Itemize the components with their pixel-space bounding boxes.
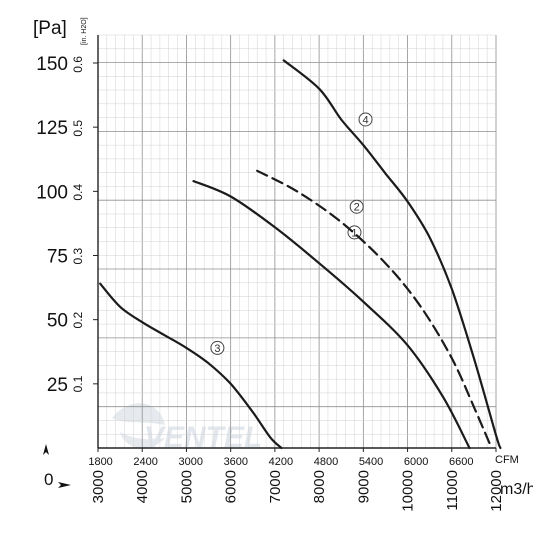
- fan-logo-icon: [112, 403, 165, 425]
- x-tick-label-cfm: 3600: [224, 456, 248, 468]
- x-tick-label-m3h: 10000: [400, 470, 417, 512]
- y-tick-label-inh2o: 0.6: [71, 56, 85, 73]
- chart-axes: [93, 35, 497, 452]
- x-tick-label-m3h: 9000: [355, 470, 372, 503]
- x-tick-label-m3h: 11000: [444, 470, 461, 511]
- y-tick-label-pa: 50: [47, 311, 68, 332]
- x-tick-label-cfm: 4200: [269, 456, 293, 468]
- x-tick-label-m3h: 6000: [223, 470, 240, 503]
- y-tick-label-pa: 75: [47, 247, 68, 268]
- curve-label-4: 4: [362, 114, 368, 126]
- curve-series-3: [99, 282, 283, 450]
- y-unit-inh2o: [in. H2O]: [81, 17, 88, 45]
- watermark-text: VENTEL: [144, 421, 262, 454]
- y-tick-label-pa: 125: [36, 118, 68, 139]
- x-tick-label-cfm: 6000: [404, 456, 428, 468]
- x-tick-label-cfm: 6600: [449, 456, 473, 468]
- y-tick-label-inh2o: 0.5: [71, 120, 85, 137]
- y-tick-label-inh2o: 0.4: [71, 184, 85, 201]
- curve-marker-circle: [349, 199, 364, 214]
- curve-series-2: [256, 169, 493, 450]
- x-tick-label-m3h: 8000: [311, 470, 328, 503]
- y-tick-label-pa: 25: [47, 375, 68, 396]
- zero-label: 0: [44, 470, 53, 489]
- curve-label-2: 2: [354, 202, 360, 214]
- y-tick-label-inh2o: 0.1: [71, 375, 85, 392]
- curve-label-3: 3: [214, 343, 220, 355]
- x-tick-label-m3h: 3000: [90, 470, 107, 503]
- curve-series-4: [282, 59, 502, 450]
- y-tick-label-inh2o: 0.3: [71, 248, 85, 265]
- x-tick-label-cfm: 4800: [314, 456, 338, 468]
- curve-marker-circle: [358, 112, 373, 127]
- curve-label-1: 1: [351, 227, 357, 239]
- y-unit-pa: [Pa]: [33, 18, 67, 39]
- x-tick-label-m3h: 4000: [134, 470, 151, 503]
- x-direction-arrow-icon: [58, 482, 71, 488]
- x-tick-label-cfm: 5400: [359, 456, 383, 468]
- y-tick-label-inh2o: 0.2: [71, 311, 85, 328]
- y-tick-label-pa: 100: [36, 182, 68, 203]
- x-tick-label-m3h: 7000: [267, 470, 284, 503]
- x-tick-label-cfm: 3000: [178, 456, 202, 468]
- y-tick-label-pa: 150: [36, 54, 68, 75]
- chart-labels: 25 50 75 100 125 150 0.1 0.2 0.3 0.4 0.5 0.6 [Pa] [in…: [33, 17, 533, 511]
- x-tick-label-cfm: 1800: [88, 456, 112, 468]
- curve-marker-circle: [210, 340, 225, 355]
- x-unit-cfm: CFM: [495, 454, 519, 466]
- chart-grid: [97, 34, 497, 449]
- chart-curves: 1 2 3 4: [99, 59, 502, 450]
- ventel-watermark: VENTEL: [112, 403, 262, 454]
- curve-series-1: [192, 180, 471, 450]
- y-direction-arrow-icon: [43, 444, 49, 455]
- x-tick-label-m3h: 5000: [178, 470, 195, 503]
- x-unit-m3h: m3/h: [500, 481, 533, 498]
- x-tick-label-m3h: 12000: [488, 470, 505, 512]
- x-tick-label-cfm: 2400: [133, 456, 157, 468]
